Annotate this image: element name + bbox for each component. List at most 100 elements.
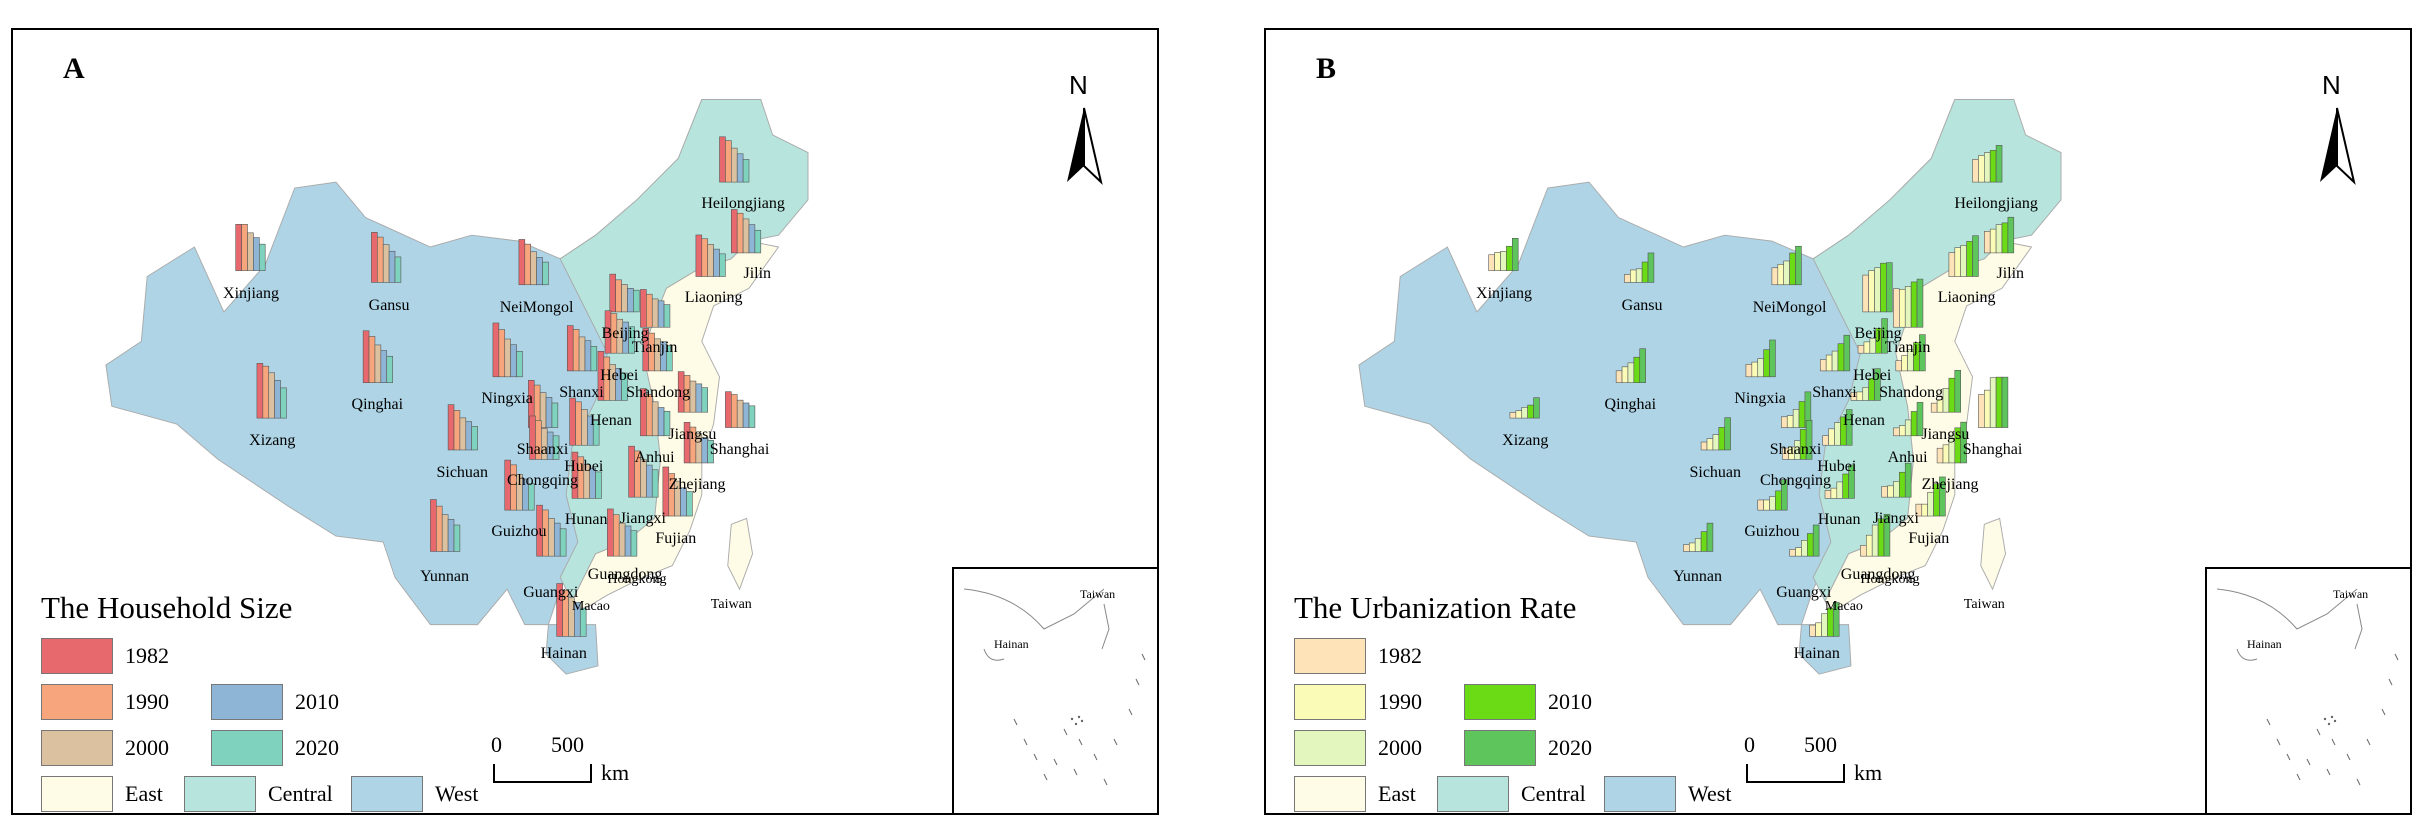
bar-hebei-1982 [1857, 344, 1865, 354]
province-label-anhui: Anhui [1887, 448, 1928, 466]
bar-group-beijing [609, 273, 640, 313]
map-label-hongkong: Hongkong [607, 571, 667, 587]
bar-jiangxi-2000 [1893, 481, 1900, 498]
bar-guangdong-2010 [624, 525, 632, 557]
legend-swatch-central [184, 776, 256, 812]
legend-label-west: West [435, 781, 479, 806]
bar-sichuan-2000 [459, 417, 467, 451]
bar-xinjiang-2020 [1512, 238, 1519, 271]
province-label-shanxi: Shanxi [559, 383, 604, 401]
bar-hubei-1982 [1822, 435, 1829, 446]
bar-heilongjiang-2000 [1984, 152, 1991, 183]
province-label-chongqing: Chongqing [506, 472, 579, 490]
bar-group-shanxi [1819, 334, 1851, 372]
legend-swatch-east [41, 776, 113, 812]
bar-group-fujian [662, 466, 693, 517]
legend-swatch-2020 [1464, 730, 1536, 766]
bar-tianjin-1990 [1899, 288, 1906, 328]
bar-neimongol-2000 [1783, 260, 1790, 286]
legend-swatch-1990 [41, 684, 113, 720]
legend-label-1990: 1990 [125, 689, 169, 714]
bar-yunnan-2000 [441, 514, 449, 552]
bar-hebei-2020 [628, 326, 635, 354]
province-label-jiangsu: Jiangsu [668, 426, 717, 444]
bar-group-shanghai [725, 391, 756, 428]
bar-zhejiang-2020 [707, 439, 714, 464]
province-label-zhejiang: Zhejiang [1921, 475, 1979, 493]
bar-liaoning-2000 [1960, 245, 1967, 277]
bar-jiangsu-2000 [689, 380, 697, 413]
bar-beijing-2020 [633, 289, 640, 313]
bar-heilongjiang-2010 [736, 153, 744, 183]
bar-sichuan-2010 [1718, 427, 1725, 451]
bar-group-guangdong [1860, 513, 1891, 557]
bar-hebei-1990 [1863, 341, 1871, 354]
scale-zero: 0 [1744, 732, 1755, 757]
province-label-shanxi: Shanxi [1812, 383, 1857, 401]
bar-liaoning-2020 [1972, 235, 1979, 277]
bar-group-hubei [1822, 409, 1853, 446]
map-label-taiwan: Taiwan [1963, 597, 2005, 613]
province-label-xizang: Xizang [249, 432, 296, 450]
province-label-gansu: Gansu [1621, 296, 1663, 314]
bar-shaanxi-1982 [1781, 416, 1788, 428]
bar-gansu-2010 [1641, 261, 1649, 283]
bar-hainan-2020 [579, 607, 587, 637]
bar-anhui-2010 [657, 407, 665, 437]
map-panel-urbanization-rate: B N The Urbanization Rate 1982 1990 2000 20… [1264, 28, 2412, 815]
bar-beijing-1990 [1868, 270, 1875, 313]
province-label-shanghai: Shanghai [1962, 440, 2023, 458]
bar-neimongol-2000 [530, 251, 537, 286]
scale-max: 500 [551, 732, 584, 757]
province-label-xinjiang: Xinjiang [223, 284, 280, 302]
province-label-jiangxi: Jiangxi [619, 510, 666, 528]
province-label-shaanxi: Shaanxi [516, 440, 569, 458]
bar-henan-1990 [1856, 391, 1864, 401]
bar-gansu-1982 [1624, 274, 1631, 283]
scale-unit: km [1854, 760, 1883, 785]
bar-beijing-2020 [1886, 262, 1893, 313]
legend-swatch-west [351, 776, 423, 812]
bar-xinjiang-1990 [1494, 252, 1501, 271]
bar-neimongol-2010 [1789, 252, 1796, 286]
bar-shanghai-2020 [748, 405, 756, 428]
bar-gansu-2020 [1647, 252, 1655, 283]
bar-liaoning-2010 [713, 248, 720, 277]
bar-yunnan-2010 [1700, 531, 1708, 552]
bar-sichuan-2000 [1712, 434, 1720, 451]
bar-yunnan-1990 [1689, 542, 1696, 552]
province-label-hubei: Hubei [1817, 458, 1857, 476]
map-label-macao: Macao [571, 598, 610, 614]
province-label-qinghai: Qinghai [351, 395, 404, 413]
north-arrow-icon: N [1061, 70, 1107, 190]
bar-group-zhejiang [1936, 421, 1967, 464]
bar-sichuan-1982 [447, 404, 455, 451]
bar-xizang-2000 [268, 372, 275, 419]
bar-xinjiang-2010 [1506, 245, 1513, 271]
legend-swatch-2020 [211, 730, 283, 766]
bar-jilin-2000 [742, 218, 750, 254]
region-west [1798, 624, 1852, 675]
legend-label-east: East [125, 781, 163, 806]
bar-ningxia-2010 [510, 344, 517, 378]
bar-hainan-1990 [1815, 622, 1822, 637]
bar-guangxi-2000 [1801, 540, 1808, 557]
bar-xinjiang-2000 [247, 232, 254, 271]
bar-group-jiangxi [628, 445, 659, 498]
province-label-shandong: Shandong [1879, 383, 1944, 401]
province-label-liaoning: Liaoning [684, 289, 743, 307]
bar-group-shandong [1895, 334, 1926, 372]
province-label-xinjiang: Xinjiang [1476, 284, 1533, 302]
province-label-sichuan: Sichuan [436, 464, 489, 482]
province-label-fujian: Fujian [655, 530, 697, 548]
province-label-jiangxi: Jiangxi [1872, 510, 1919, 528]
bar-group-sichuan [1700, 417, 1731, 451]
bar-shandong-2020 [666, 345, 673, 372]
province-label-chongqing: Chongqing [1759, 472, 1832, 490]
bar-group-neimongol [518, 239, 549, 286]
province-label-tianjin: Tianjin [631, 339, 678, 357]
bar-neimongol-1990 [524, 243, 531, 286]
bar-group-jilin [731, 209, 762, 254]
bar-chongqing-2020 [1805, 420, 1813, 460]
province-label-guizhou: Guizhou [1744, 523, 1800, 541]
